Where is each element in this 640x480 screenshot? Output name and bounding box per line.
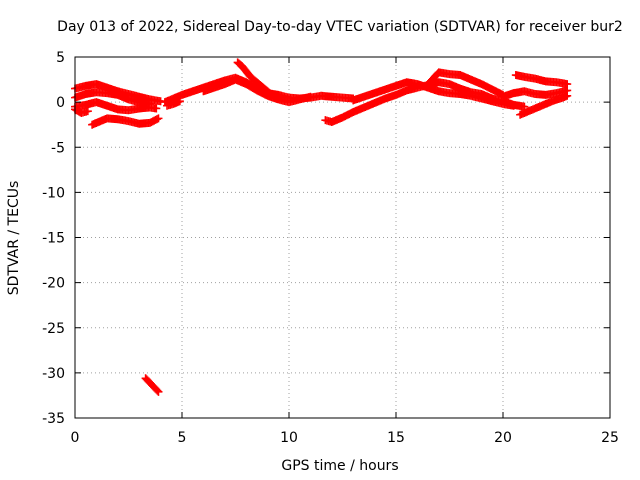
y-tick-label: -5 [51, 140, 65, 156]
data-marker [270, 92, 279, 101]
x-tick-label: 20 [494, 430, 512, 446]
series-track-o [516, 91, 572, 119]
series-track-m [499, 86, 572, 101]
series-track-i [163, 97, 184, 110]
series-track-d [71, 105, 92, 117]
data-marker [509, 101, 518, 110]
series-track-p [141, 374, 163, 396]
series-track-e [88, 114, 163, 129]
data-marker [83, 107, 92, 116]
series-track-c [71, 98, 161, 115]
grid [75, 57, 610, 418]
x-tick-label: 10 [280, 430, 298, 446]
data-marker [563, 80, 572, 89]
axis-ticks: 0 5 10 15 20 25 5 0 -5 -10 -15 -20 -25 -30 -35 [42, 50, 619, 446]
data-markers [71, 58, 572, 396]
y-tick-label: -30 [42, 366, 65, 382]
x-axis-label: GPS time / hours [281, 458, 398, 474]
data-marker [153, 386, 162, 395]
y-tick-label: 0 [56, 95, 65, 111]
series-track-g [199, 75, 315, 107]
x-tick-label: 5 [178, 430, 187, 446]
series-track-h [233, 58, 281, 102]
data-marker [175, 97, 184, 106]
y-axis-label: SDTVAR / TECUs [6, 181, 22, 296]
series-track-k [349, 78, 518, 110]
data-marker [154, 387, 163, 396]
y-tick-label: -15 [42, 231, 65, 247]
y-tick-label: -20 [42, 276, 65, 292]
data-marker [563, 91, 572, 100]
y-tick-label: -10 [42, 185, 65, 201]
data-marker [152, 104, 161, 113]
y-tick-label: 5 [56, 50, 65, 66]
y-tick-label: -25 [42, 321, 65, 337]
x-tick-label: 15 [387, 430, 405, 446]
chart-title: Day 013 of 2022, Sidereal Day-to-day VTE… [57, 19, 623, 35]
x-tick-label: 0 [71, 430, 80, 446]
series-track-l [424, 68, 507, 99]
x-tick-label: 25 [601, 430, 619, 446]
data-marker [154, 114, 163, 123]
series-track-n [511, 71, 572, 89]
y-tick-label: -35 [42, 411, 65, 427]
data-marker [306, 92, 315, 101]
data-marker [272, 93, 281, 102]
